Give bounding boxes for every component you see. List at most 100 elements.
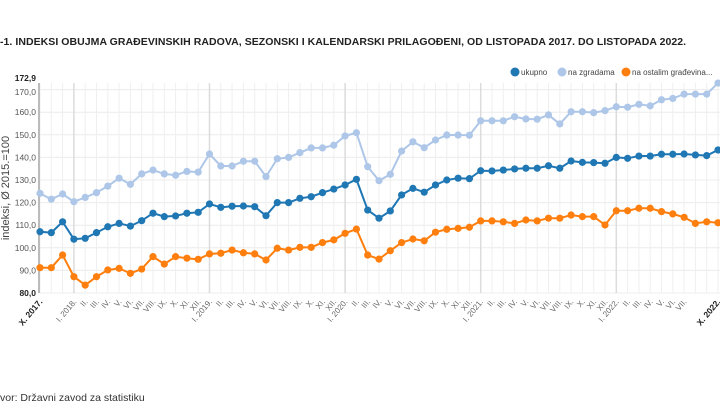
- data-point: [488, 117, 496, 125]
- data-point: [533, 115, 541, 123]
- data-point: [205, 250, 214, 258]
- data-point: [544, 111, 553, 119]
- data-point: [217, 203, 225, 211]
- data-point: [499, 218, 507, 226]
- data-point: [691, 219, 700, 227]
- data-point: [194, 255, 202, 263]
- x-tick-label: V.: [655, 298, 666, 309]
- data-point: [635, 204, 643, 212]
- data-point: [81, 193, 89, 202]
- x-tick-label: V.: [112, 298, 123, 309]
- data-point: [307, 144, 315, 152]
- data-point: [228, 246, 236, 254]
- data-point: [409, 235, 417, 243]
- data-point: [183, 254, 191, 262]
- data-point: [273, 244, 281, 252]
- data-point: [273, 155, 281, 163]
- data-point: [115, 264, 123, 272]
- data-point: [714, 146, 720, 154]
- legend-marker: [510, 67, 520, 77]
- data-point: [341, 132, 349, 140]
- data-point: [285, 199, 293, 207]
- data-point: [160, 170, 168, 178]
- y-tick-label: 172,9: [15, 73, 37, 83]
- legend-item[interactable]: na zgradama: [557, 67, 616, 78]
- data-point: [352, 225, 360, 233]
- data-point: [420, 144, 428, 152]
- data-point: [477, 167, 485, 175]
- data-point: [465, 175, 473, 183]
- data-point: [522, 216, 530, 224]
- data-point: [578, 108, 587, 116]
- data-point: [352, 129, 360, 137]
- data-point: [646, 152, 654, 160]
- data-point: [285, 153, 293, 161]
- x-tick-label: VIII.: [548, 298, 564, 315]
- data-point: [160, 213, 168, 221]
- data-point: [318, 189, 327, 197]
- x-tick-label: VII.: [674, 298, 689, 313]
- data-point: [544, 214, 553, 222]
- x-tick-label: X.: [440, 298, 452, 310]
- data-point: [364, 251, 372, 259]
- x-tick-label: X. 2017.: [17, 297, 45, 328]
- data-point: [544, 162, 553, 170]
- data-point: [115, 174, 123, 182]
- data-point: [601, 107, 609, 115]
- data-point: [443, 225, 451, 233]
- x-tick-label: II.: [79, 298, 90, 309]
- x-tick-label: X.: [168, 298, 180, 310]
- data-point: [217, 162, 225, 170]
- data-point: [703, 151, 711, 160]
- data-point: [556, 120, 564, 128]
- data-point: [126, 180, 134, 188]
- x-tick-label: IX.: [291, 298, 304, 311]
- legend-item[interactable]: ukupno: [510, 67, 548, 78]
- data-point: [138, 217, 146, 225]
- data-point: [375, 214, 383, 222]
- data-point: [431, 181, 440, 189]
- x-tick-label: II.: [350, 298, 361, 309]
- data-point: [409, 184, 417, 192]
- data-point: [149, 253, 157, 261]
- data-point: [680, 213, 688, 221]
- y-axis-label: indeksi, Ø 2015.=100: [0, 136, 12, 240]
- data-point: [296, 243, 304, 251]
- data-point: [307, 193, 315, 201]
- data-point: [420, 188, 428, 196]
- x-tick-label: IX.: [562, 298, 575, 311]
- x-tick-label: II.: [621, 298, 632, 309]
- data-point: [160, 260, 168, 268]
- data-point: [601, 221, 609, 229]
- data-point: [251, 157, 259, 165]
- y-tick-label: 110,0: [15, 220, 36, 230]
- data-point: [612, 153, 620, 161]
- source-note: vor: Državni zavod za statistiku: [0, 392, 145, 404]
- data-point: [330, 185, 338, 193]
- data-point: [443, 176, 451, 184]
- data-point: [92, 229, 101, 237]
- x-tick-label: VIII.: [277, 298, 293, 315]
- data-point: [657, 208, 666, 216]
- data-point: [556, 164, 564, 172]
- legend-label: ukupno: [521, 68, 548, 77]
- data-point: [149, 166, 157, 174]
- data-point: [680, 90, 688, 98]
- data-point: [499, 166, 507, 174]
- data-point: [635, 152, 643, 160]
- x-tick-label: IV.: [642, 298, 655, 311]
- x-tick-label: VIII.: [141, 298, 157, 315]
- x-tick-label: IV.: [235, 298, 248, 311]
- x-tick-label: III.: [360, 298, 373, 311]
- data-point: [307, 243, 315, 251]
- data-point: [341, 181, 349, 189]
- legend-item[interactable]: na ostalim građevina...: [621, 67, 713, 78]
- data-point: [624, 207, 632, 215]
- data-point: [601, 159, 609, 167]
- data-point: [443, 131, 451, 139]
- y-tick-label: 100,0: [15, 243, 37, 253]
- legend-marker: [557, 67, 567, 77]
- data-point: [657, 96, 666, 104]
- x-tick-label: V.: [248, 298, 259, 309]
